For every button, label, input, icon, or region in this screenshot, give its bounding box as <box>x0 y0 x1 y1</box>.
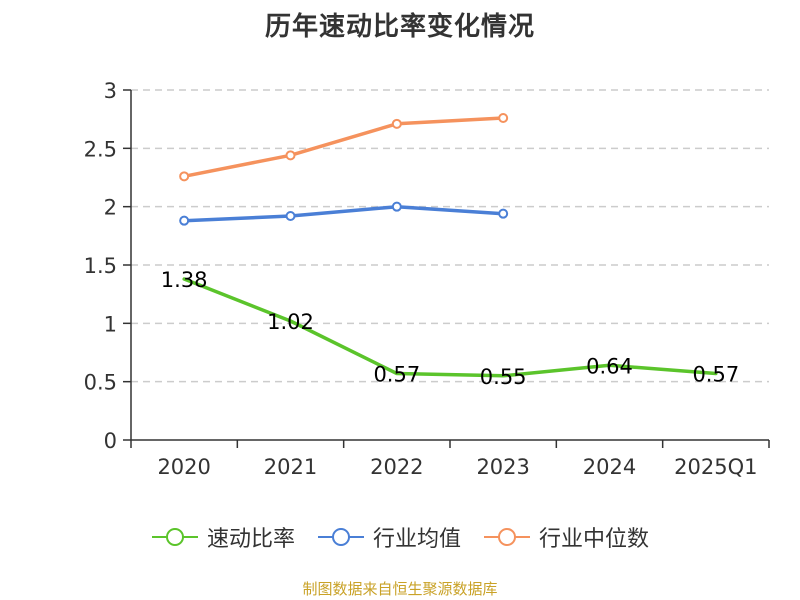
legend-label: 速动比率 <box>206 527 295 552</box>
data-point[interactable] <box>498 113 509 123</box>
legend-label: 行业中位数 <box>539 527 650 552</box>
data-point[interactable] <box>179 171 190 182</box>
series-lines <box>179 113 718 378</box>
y-tick-label: 1.5 <box>84 254 117 278</box>
data-label: 0.64 <box>586 354 633 378</box>
legend-marker <box>331 528 350 546</box>
series-line <box>182 204 505 223</box>
y-tick-label: 0 <box>104 429 117 453</box>
legend-line-marker-icon <box>151 528 198 546</box>
y-tick-label: 2.5 <box>84 137 117 161</box>
x-tick-label: 2020 <box>157 455 210 479</box>
legend-item-quick-ratio[interactable]: 速动比率 <box>151 521 295 553</box>
x-tick-label: 2021 <box>264 455 317 479</box>
series-line <box>182 116 505 179</box>
legend-marker <box>498 528 516 546</box>
legend-line-marker-icon <box>317 528 364 546</box>
grid-lines <box>131 89 769 383</box>
data-label: 0.57 <box>692 363 739 387</box>
x-tick-label: 2023 <box>476 455 529 479</box>
data-point[interactable] <box>285 211 296 221</box>
legend: 速动比率 行业均值 行业中位数 <box>0 519 800 555</box>
chart-title: 历年速动比率变化情况 <box>264 12 535 42</box>
data-point[interactable] <box>391 118 402 129</box>
y-tick-label: 2 <box>104 196 117 220</box>
data-label: 0.57 <box>373 363 420 387</box>
data-point[interactable] <box>285 150 296 161</box>
data-point[interactable] <box>179 215 190 226</box>
legend-marker <box>165 528 184 546</box>
y-tick-label: 0.5 <box>84 371 117 395</box>
legend-line-marker-icon <box>484 528 530 546</box>
data-label: 1.38 <box>161 268 208 292</box>
data-label: 1.02 <box>267 310 314 334</box>
data-label: 0.55 <box>480 365 527 389</box>
y-tick-label: 1 <box>104 312 117 336</box>
x-tick-label: 2022 <box>370 455 423 479</box>
data-point[interactable] <box>391 201 402 212</box>
legend-item-industry-median[interactable]: 行业中位数 <box>483 521 649 553</box>
data-labels: 1.38 1.02 0.57 0.55 0.64 0.57 <box>161 268 739 389</box>
legend-label: 行业均值 <box>372 527 461 552</box>
x-tick-label: 2024 <box>583 455 636 479</box>
series-line <box>182 277 718 378</box>
source-note: 制图数据来自恒生聚源数据库 <box>302 580 498 598</box>
x-tick-label: 2025Q1 <box>674 455 757 479</box>
axes: 0 0.5 1 1.5 2 2.5 3 2020 2021 2022 2023 2024 2025Q1 <box>84 79 770 479</box>
data-point[interactable] <box>498 208 509 219</box>
y-tick-label: 3 <box>104 79 117 103</box>
legend-item-industry-mean[interactable]: 行业均值 <box>317 521 461 553</box>
